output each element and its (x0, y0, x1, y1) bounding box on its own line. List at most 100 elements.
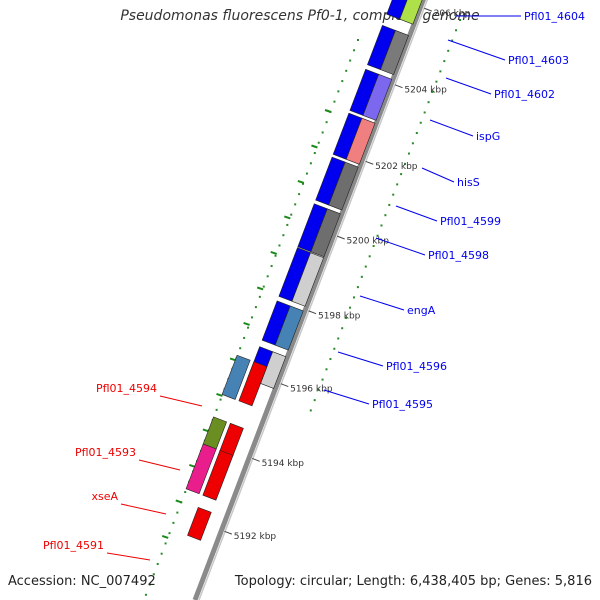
leader-line (106, 552, 151, 561)
gc-dash (256, 286, 264, 291)
reverse-gene-arrow (202, 449, 234, 501)
gc-dot (439, 70, 442, 73)
gc-dot (333, 347, 336, 350)
gc-dot (400, 173, 403, 176)
forward-gene-product (362, 73, 393, 121)
forward-gene-product (310, 208, 341, 258)
forward-gene-product (380, 30, 409, 76)
tick-marks (224, 7, 432, 535)
gc-dot (321, 378, 324, 381)
leader-line (323, 389, 370, 405)
gc-dot (258, 295, 261, 298)
reverse-gene-label: Pfl01_4591 (43, 539, 104, 552)
gc-dot (313, 399, 316, 402)
gc-dot (407, 152, 410, 155)
gc-dot (357, 39, 359, 41)
forward-gene-label: hisS (457, 176, 480, 189)
forward-gene-label: Pfl01_4602 (494, 88, 555, 101)
leader-line (395, 205, 438, 222)
gc-dot (435, 80, 438, 83)
gc-dash (243, 322, 250, 326)
tick-label: 5194 kbp (262, 459, 305, 469)
gc-dot (427, 101, 430, 104)
gc-dot (278, 244, 281, 247)
tick-mark (337, 235, 345, 240)
gc-dot (152, 573, 155, 576)
gc-dot (290, 213, 293, 216)
gc-dot (309, 162, 312, 165)
gc-dot (396, 183, 399, 186)
gc-dot (215, 408, 218, 411)
gc-dot (388, 203, 391, 206)
backbone-highlight (198, 0, 428, 600)
gc-dot (266, 275, 269, 278)
gc-dot (305, 172, 308, 175)
reverse-gene-product (221, 354, 251, 400)
forward-gene-label: Pfl01_4596 (386, 360, 447, 373)
gc-dot (254, 306, 257, 309)
gc-dot (247, 326, 250, 329)
leader-line (159, 395, 203, 407)
gc-dot (176, 511, 179, 514)
gc-dot (423, 111, 426, 114)
gc-dot (325, 368, 328, 371)
tick-mark (424, 7, 432, 12)
leader-line (120, 503, 167, 515)
gc-dotted-inner (309, 19, 461, 412)
gc-dot (184, 491, 187, 494)
gc-dot (353, 49, 356, 52)
gc-dash (175, 499, 183, 504)
leader-line (359, 295, 405, 311)
gc-dash (297, 180, 305, 184)
gc-dot (321, 131, 324, 134)
gc-dash (270, 251, 278, 255)
gene-labels: Pfl01_4604 Pfl01_4603 Pfl01_4602 ispG hisS Pf… (43, 10, 585, 561)
gc-dot (164, 542, 167, 545)
gc-dash (324, 109, 332, 113)
gc-dot (368, 255, 371, 258)
gc-dot (219, 398, 222, 401)
gc-dot (262, 285, 265, 288)
gc-dot (384, 214, 387, 217)
reverse-gene-label: Pfl01_4594 (96, 382, 157, 395)
forward-gene-label: Pfl01_4599 (440, 215, 501, 228)
gc-dot (392, 193, 395, 196)
gc-dot (356, 286, 359, 289)
reverse-gene-label: Pfl01_4593 (75, 446, 136, 459)
forward-gene-product (399, 0, 423, 25)
tick-mark (224, 530, 233, 535)
gc-dot (250, 316, 253, 319)
leader-line (421, 167, 455, 183)
leader-line (445, 77, 492, 95)
forward-gene-product (345, 117, 376, 165)
gc-dot (333, 100, 336, 103)
tick-label: 5192 kbp (234, 532, 277, 542)
gc-dot (282, 234, 285, 237)
gc-dot (360, 275, 363, 278)
tick-label: 206 kbp (434, 9, 471, 19)
topology-label: Topology: circular; Length: 6,438,405 bp… (234, 574, 592, 589)
gc-dot (172, 521, 175, 524)
gc-dash (216, 392, 223, 397)
gc-dot (372, 245, 375, 248)
kbp-ruler: 206 kbp 5204 kbp 5202 kbp 5200 kbp 5198 kbp 5… (224, 7, 471, 542)
backbone-line (192, 0, 426, 600)
gc-dot (309, 409, 312, 412)
gc-dot (239, 347, 242, 350)
gc-dot (376, 234, 379, 237)
tick-label: 5198 kbp (318, 311, 361, 321)
gc-dot (325, 121, 328, 124)
gc-dot (148, 583, 151, 586)
gc-dot (341, 327, 344, 330)
reverse-gene-arrow (187, 506, 212, 541)
gc-dash (283, 215, 291, 220)
leader-line (375, 237, 426, 256)
tick-label: 5202 kbp (375, 162, 418, 172)
leader-line (429, 119, 474, 137)
gc-dot (380, 224, 383, 227)
gc-dot (302, 182, 305, 185)
genome-backbone (192, 0, 428, 600)
gc-dot (337, 90, 340, 93)
gc-dot (329, 358, 332, 361)
